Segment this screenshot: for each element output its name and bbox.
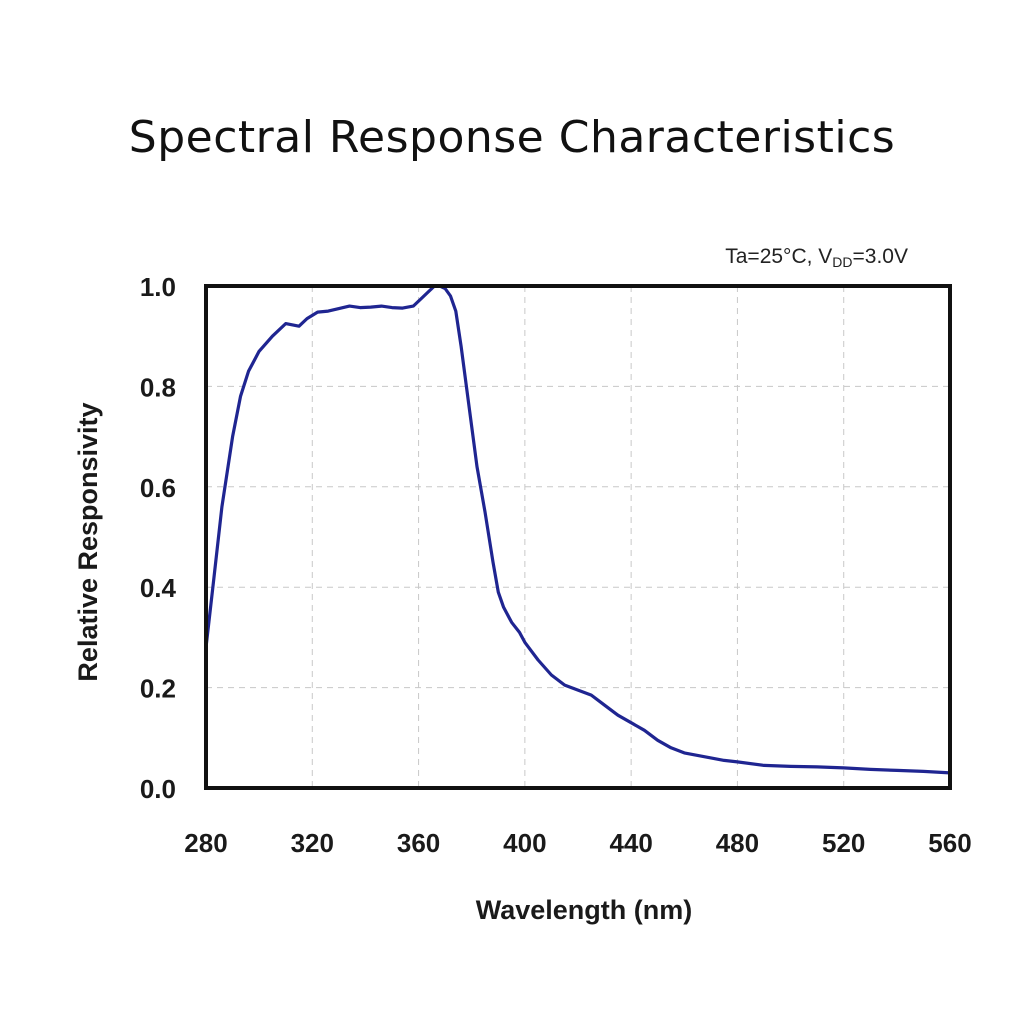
y-axis-label: Relative Responsivity (73, 402, 103, 681)
annotation-suffix: =3.0V (853, 245, 908, 268)
plot-frame (204, 284, 952, 790)
x-tick-labels: 280 320 360 400 440 480 520 560 (184, 828, 971, 858)
x-tick-label: 480 (716, 828, 759, 858)
responsivity-curve (204, 284, 952, 775)
grid-lines (206, 286, 950, 788)
x-axis-label: Wavelength (nm) (476, 895, 693, 925)
x-tick-label: 400 (503, 828, 546, 858)
x-tick-label: 440 (609, 828, 652, 858)
y-tick-label: 0.0 (140, 774, 176, 804)
annotation-prefix: Ta=25°C, V (725, 245, 832, 268)
y-tick-label: 0.4 (140, 573, 177, 603)
chart-title: Spectral Response Characteristics (128, 112, 896, 163)
y-tick-label: 0.2 (140, 674, 176, 704)
x-tick-label: 360 (397, 828, 440, 858)
y-tick-labels: 0.0 0.2 0.4 0.6 0.8 1.0 (140, 272, 177, 804)
y-tick-label: 0.8 (140, 372, 176, 402)
y-tick-label: 1.0 (140, 272, 176, 302)
annotation-subscript: DD (832, 254, 852, 270)
y-tick-label: 0.6 (140, 473, 176, 503)
x-tick-label: 280 (184, 828, 227, 858)
x-tick-label: 520 (822, 828, 865, 858)
x-tick-label: 320 (291, 828, 334, 858)
test-condition-annotation: Ta=25°C, VDD=3.0V (725, 245, 908, 270)
x-tick-label: 560 (928, 828, 971, 858)
